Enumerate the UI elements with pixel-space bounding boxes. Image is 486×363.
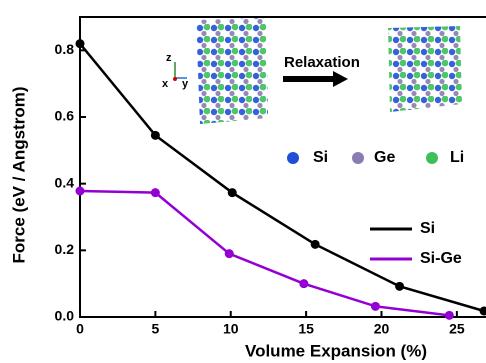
inset-axis: y	[182, 78, 189, 90]
x-tick-label: 15	[298, 321, 314, 337]
y-tick-label: 0.0	[55, 308, 75, 324]
y-tick-label: 0.8	[55, 41, 75, 57]
point	[311, 240, 320, 249]
x-tick-label: 0	[76, 321, 84, 337]
legend-label: Si	[420, 220, 435, 237]
y-tick-label: 0.2	[55, 241, 75, 257]
point	[228, 188, 237, 197]
point	[151, 188, 160, 197]
point	[76, 39, 85, 48]
point	[479, 307, 486, 316]
y-axis-label: Force (eV / Angstrom)	[9, 87, 28, 264]
inset-axis: z	[166, 52, 172, 64]
inset-axis: x	[162, 78, 169, 90]
point	[371, 302, 380, 311]
point	[395, 282, 404, 291]
atom-legend-dot	[426, 152, 438, 164]
atom-legend-label: Si	[313, 149, 328, 166]
atom-legend-dot	[352, 152, 364, 164]
point	[76, 187, 85, 196]
x-tick-label: 10	[223, 321, 239, 337]
y-tick-label: 0.4	[55, 174, 75, 190]
point	[225, 249, 234, 258]
point	[299, 279, 308, 288]
x-tick-label: 5	[151, 321, 159, 337]
chart: Relaxation z x y Volume Expansion (%) Fo…	[0, 0, 486, 363]
atom-legend-dot	[287, 152, 299, 164]
inset-arrow-label: Relaxation	[284, 54, 360, 71]
inset-image	[173, 18, 462, 124]
x-tick-label: 25	[449, 321, 465, 337]
legend-label: Si-Ge	[420, 250, 462, 267]
point	[445, 311, 454, 320]
series-line	[80, 191, 449, 315]
atom-legend-label: Li	[450, 149, 464, 166]
point	[151, 131, 160, 140]
atom-legend-label: Ge	[374, 149, 395, 166]
x-tick-label: 20	[374, 321, 390, 337]
x-axis-label: Volume Expansion (%)	[245, 341, 427, 360]
y-tick-label: 0.6	[55, 108, 75, 124]
